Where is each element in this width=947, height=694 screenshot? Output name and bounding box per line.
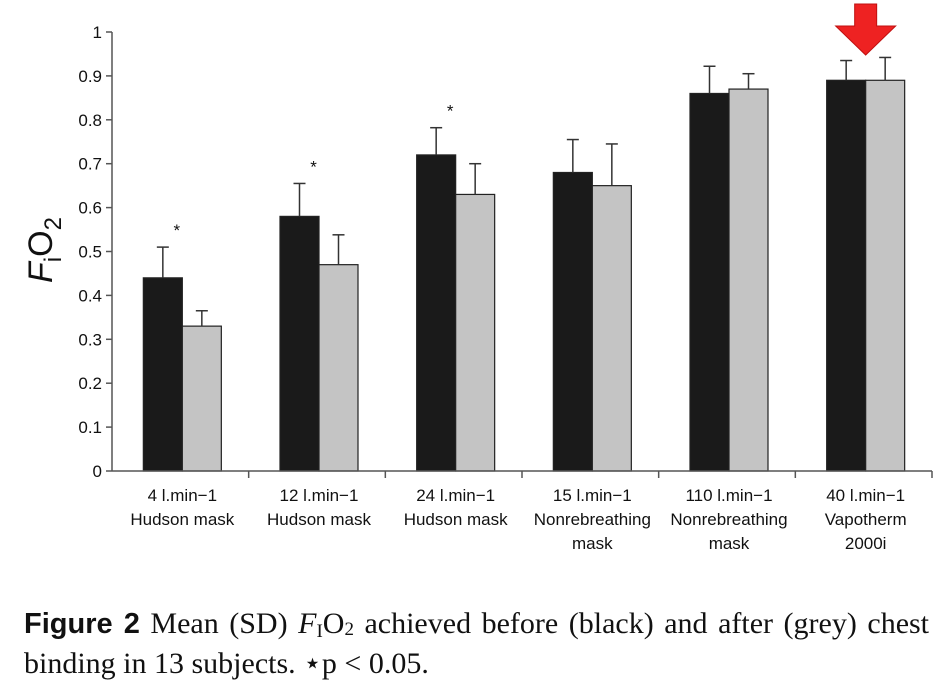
bar-s2-g2: [318, 264, 359, 472]
caption-sub-i: I: [316, 621, 323, 642]
x-tick-label-g2-l2: Hudson mask: [267, 510, 371, 529]
svg-text:FiO2: FiO2: [22, 217, 67, 283]
y-tick-label-8: 0.8: [78, 111, 102, 130]
bar-s2-g3: [455, 193, 496, 472]
caption-part1: Mean (SD): [150, 607, 299, 640]
caption-label: Figure 2: [24, 608, 140, 640]
x-tick-label-g4-l1: 15 l.min−1: [553, 486, 632, 505]
x-tick-label-g5-l1: 110 l.min−1: [685, 486, 772, 505]
y-axis-label-i: i: [40, 257, 67, 262]
x-tick-label-g3-l2: Hudson mask: [404, 510, 508, 529]
y-tick-label-4: 0.4: [78, 286, 102, 305]
x-tick-label-g3-l1: 24 l.min−1: [416, 486, 495, 505]
y-tick-label-1: 0.1: [78, 418, 102, 437]
bar-s1-g6: [826, 79, 867, 472]
y-tick-label-7: 0.7: [78, 155, 102, 174]
y-axis-label-2: 2: [40, 217, 67, 230]
bar-s1-g5: [689, 92, 730, 472]
caption-f: F: [298, 607, 317, 640]
bar-s2-g5: [728, 88, 769, 472]
y-tick-label-10: 1: [93, 23, 102, 42]
y-tick-label-6: 0.6: [78, 199, 102, 218]
significance-star-g2: *: [310, 157, 317, 176]
y-axis-label-o: O: [22, 230, 60, 256]
significance-star-g1: *: [174, 221, 181, 240]
x-tick-label-g4-l2: Nonrebreathing: [534, 510, 651, 529]
y-axis-label: FiO2: [22, 217, 67, 283]
x-tick-label-g5-l2: Nonrebreathing: [670, 510, 787, 529]
bar-s1-g3: [416, 154, 457, 472]
bar-chart: FiO2 0 0.1 0.2 0.3 0.4 0.5 0.6 0.7 0.8 0.9 1 * 4 l.m…: [22, 3, 933, 553]
x-tick-label-g1-l2: Hudson mask: [130, 510, 234, 529]
x-tick-label-g1-l1: 4 l.min−1: [148, 486, 217, 505]
highlight-arrow: [834, 3, 897, 56]
bar-s2-g1: [181, 325, 222, 472]
bar-s1-g1: [142, 277, 183, 472]
caption-part2: achieved before (black) and after (grey)…: [24, 607, 930, 680]
caption-o: O: [322, 607, 345, 640]
bar-s2-g4: [591, 185, 632, 472]
x-tick-label-g6-l3: 2000i: [845, 534, 887, 553]
y-tick-label-2: 0.2: [78, 374, 102, 393]
y-tick-label-0: 0: [93, 462, 102, 481]
x-tick-label-g2-l1: 12 l.min−1: [280, 486, 359, 505]
y-axis-label-f: F: [22, 260, 60, 283]
bar-s1-g2: [279, 215, 320, 472]
bar-s1-g4: [552, 171, 593, 472]
x-tick-label-g6-l1: 40 l.min−1: [826, 486, 905, 505]
y-tick-label-9: 0.9: [78, 67, 102, 86]
x-tick-label-g6-l2: Vapotherm: [825, 510, 907, 529]
x-tick-label-g5-l3: mask: [709, 534, 750, 553]
figure-caption: Figure 2 Mean (SD) FIO2 achieved before …: [24, 604, 929, 684]
significance-star-g3: *: [447, 102, 454, 121]
x-tick-label-g4-l3: mask: [572, 534, 613, 553]
bar-s2-g6: [865, 79, 906, 472]
y-tick-label-5: 0.5: [78, 243, 102, 262]
caption-sub-2: 2: [344, 619, 354, 640]
y-tick-label-3: 0.3: [78, 330, 102, 349]
